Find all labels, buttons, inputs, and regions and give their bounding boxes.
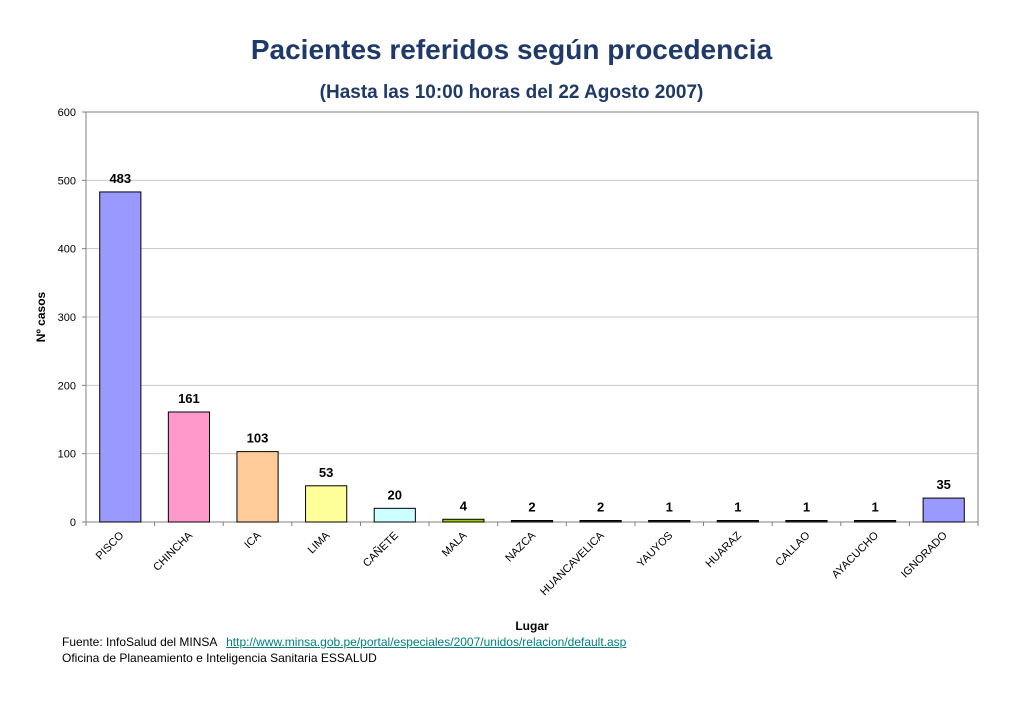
x-tick-label: IGNORADO <box>899 529 950 580</box>
bar-pisco <box>99 191 142 523</box>
x-tick-label: CAÑETE <box>360 529 401 570</box>
bar-ayacucho <box>853 520 897 523</box>
data-label: 2 <box>597 500 604 515</box>
bar-huancavelica <box>579 520 622 523</box>
data-label: 35 <box>936 477 950 492</box>
data-label: 103 <box>247 431 269 446</box>
data-label: 4 <box>460 498 468 513</box>
bar-huaraz <box>716 520 759 523</box>
y-axis-ticks: 0 100 200 300 400 500 600 <box>58 107 86 529</box>
data-label: 2 <box>528 500 535 515</box>
bar-ica <box>236 451 279 523</box>
data-label: 20 <box>388 487 402 502</box>
bar-callao <box>785 520 828 523</box>
data-label: 1 <box>871 500 878 515</box>
x-tick-label: YAUYOS <box>635 530 675 570</box>
y-tick-label: 500 <box>58 175 76 187</box>
bar-nazca <box>510 520 554 523</box>
y-tick-label: 600 <box>58 107 76 119</box>
x-tick-label: AYACUCHO <box>830 529 882 581</box>
data-label: 1 <box>666 500 673 515</box>
x-tick-label: NAZCA <box>503 529 538 564</box>
footer-office: Oficina de Planeamiento e Inteligencia S… <box>62 651 377 665</box>
y-axis-label: Nº casos <box>34 291 48 342</box>
x-tick-label: PISCO <box>94 529 127 562</box>
data-label: 483 <box>109 171 131 186</box>
bar-lima <box>305 485 348 523</box>
data-label: 53 <box>319 465 333 480</box>
footer-source-label: Fuente: InfoSalud del MINSA <box>62 635 217 649</box>
x-tick-label: CHINCHA <box>151 529 195 573</box>
bar-mala <box>442 518 485 523</box>
data-label: 1 <box>803 500 810 515</box>
footer-source: Fuente: InfoSalud del MINSA http://www.m… <box>62 635 626 649</box>
bar-yauyos <box>648 520 691 523</box>
x-axis-label: Lugar <box>515 619 549 633</box>
y-tick-label: 400 <box>58 244 76 256</box>
x-axis-ticks: PISCO CHINCHA ICA LIMA CAÑETE MALA NAZCA HUANCA… <box>85 522 979 598</box>
chart-subtitle: (Hasta las 10:00 horas del 22 Agosto 200… <box>319 82 704 103</box>
bar-ignorado <box>922 497 965 523</box>
x-tick-label: LIMA <box>306 529 333 556</box>
data-label: 1 <box>734 500 741 515</box>
bar-ca-ete <box>373 507 416 523</box>
chart-title: Pacientes referidos según procedencia <box>250 34 773 65</box>
footer-source-link[interactable]: http://www.minsa.gob.pe/portal/especiale… <box>226 635 627 649</box>
y-tick-label: 300 <box>58 312 76 324</box>
y-tick-label: 100 <box>58 449 76 461</box>
bar-chincha <box>167 411 211 523</box>
x-tick-label: HUARAZ <box>703 529 744 570</box>
y-tick-label: 0 <box>70 517 76 529</box>
grid-lines <box>86 179 978 455</box>
x-tick-label: ICA <box>242 529 264 551</box>
x-tick-label: MALA <box>440 529 470 559</box>
data-label: 161 <box>178 391 200 406</box>
data-labels: 483 161 103 53 20 4 2 2 1 1 1 1 35 <box>109 171 950 515</box>
y-tick-label: 200 <box>58 380 76 392</box>
x-tick-label: HUANCAVELICA <box>538 529 607 598</box>
x-tick-label: CALLAO <box>773 529 812 568</box>
bars <box>99 191 965 523</box>
